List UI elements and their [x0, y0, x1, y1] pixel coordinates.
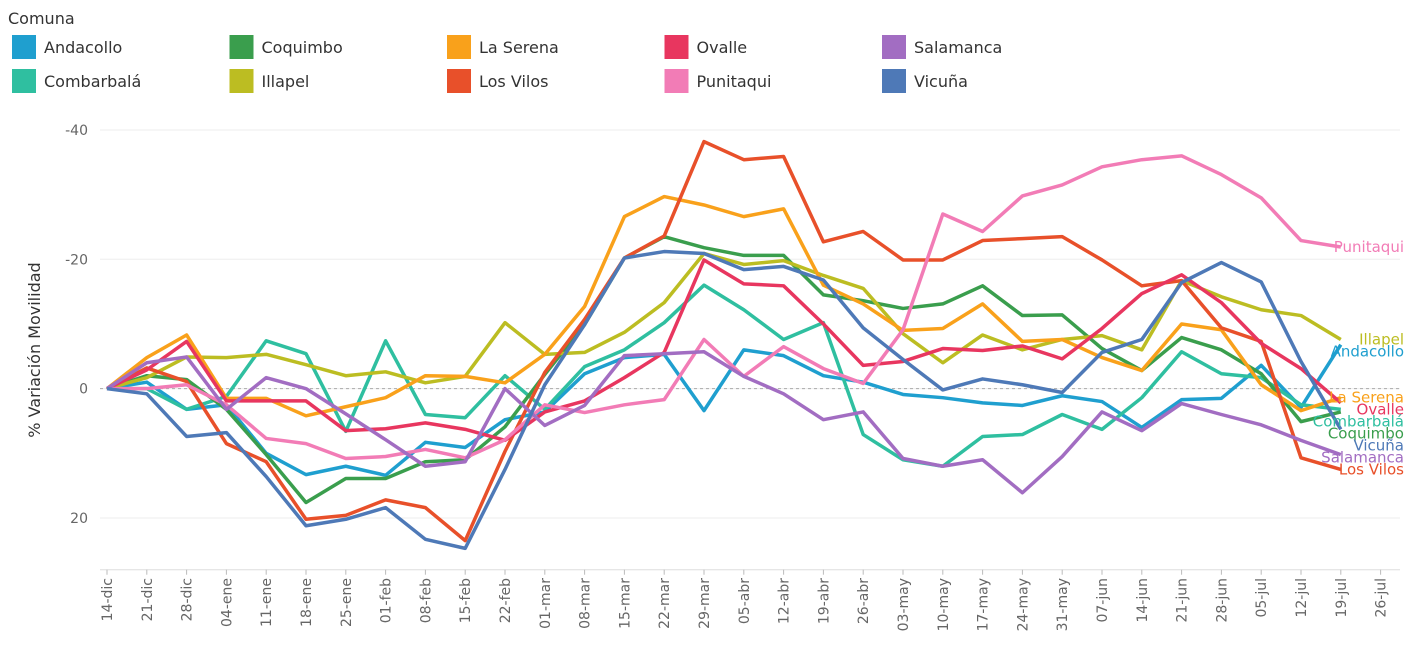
series-line [106, 139, 1342, 543]
x-tick-label: 26-abr [856, 578, 872, 624]
x-tick-label: 24-may [1015, 578, 1031, 631]
x-tick-label: 12-abr [777, 578, 793, 624]
x-tick-label: 07-jun [1095, 578, 1111, 623]
x-tick-label: 21-jun [1175, 578, 1191, 623]
x-tick-label: 15-feb [458, 578, 474, 623]
x-tick-label: 04-ene [219, 578, 235, 627]
legend-label: Combarbalá [44, 72, 141, 91]
y-tick-label: -40 [65, 123, 88, 139]
legend-swatch [12, 69, 36, 93]
series-line [106, 234, 1342, 505]
x-tick-label: 01-mar [538, 578, 554, 629]
x-tick-label: 17-may [976, 578, 992, 631]
x-tick-label: 28-jun [1214, 578, 1230, 623]
x-tick-label: 21-dic [140, 578, 156, 621]
legend-label: Illapel [262, 72, 310, 91]
x-tick-label: 12-jul [1294, 578, 1310, 618]
x-tick-label: 22-feb [498, 578, 514, 623]
x-tick-label: 19-jul [1334, 578, 1350, 618]
legend-swatch [882, 35, 906, 59]
legend-label: La Serena [479, 38, 559, 57]
series-line [106, 343, 1343, 478]
x-tick-label: 08-feb [418, 578, 434, 623]
legend-label: Salamanca [914, 38, 1002, 57]
x-tick-label: 26-jul [1374, 578, 1390, 618]
x-tick-label: 31-may [1055, 578, 1071, 631]
series-line [106, 251, 1342, 391]
y-tick-label: -20 [65, 252, 88, 268]
legend-swatch [664, 69, 689, 93]
x-tick-label: 28-dic [180, 578, 196, 621]
legend-swatch [229, 69, 254, 93]
x-tick-label: 25-ene [339, 578, 355, 627]
series-line [106, 258, 1342, 443]
x-tick-label: 29-mar [697, 578, 713, 629]
x-tick-label: 14-dic [100, 578, 116, 621]
legend-swatch [447, 35, 471, 59]
end-label: La Serena [1329, 389, 1404, 407]
x-tick-label: 03-may [896, 578, 912, 631]
legend-label: Ovalle [697, 38, 748, 57]
x-tick-label: 22-mar [657, 578, 673, 629]
x-tick-label: 19-abr [816, 578, 832, 624]
end-label: Combarbalá [1313, 413, 1404, 431]
end-label: Andacollo [1331, 342, 1404, 360]
legend-label: Punitaqui [697, 72, 772, 91]
legend-swatch [664, 35, 689, 59]
y-tick-label: 20 [70, 511, 88, 527]
end-label: Ovalle [1357, 401, 1404, 419]
x-tick-label: 01-feb [379, 578, 395, 623]
series-line [105, 194, 1342, 418]
legend-label: Vicuña [914, 72, 968, 91]
x-tick-label: 11-ene [259, 578, 275, 627]
x-tick-label: 05-jul [1254, 578, 1270, 618]
end-label: Punitaqui [1334, 238, 1404, 256]
x-tick-label: 18-ene [299, 578, 315, 627]
x-tick-label: 08-mar [578, 578, 594, 629]
end-label: Coquimbo [1328, 425, 1404, 443]
legend-title: Comuna [8, 9, 75, 28]
legend-label: Andacollo [44, 38, 122, 57]
end-label: Salamanca [1321, 449, 1404, 467]
series-line [107, 283, 1341, 468]
legend-swatch [229, 35, 254, 59]
legend-swatch [447, 69, 471, 93]
x-tick-label: 10-may [936, 578, 952, 631]
end-label: Illapel [1359, 330, 1404, 348]
x-tick-label: 15-mar [617, 578, 633, 629]
y-tick-label: 0 [79, 382, 88, 398]
x-tick-label: 05-abr [737, 578, 753, 624]
legend-swatch [882, 69, 906, 93]
series-line [106, 249, 1343, 551]
y-axis-title: % Variación Movilidad [25, 262, 44, 437]
legend-label: Los Vilos [479, 72, 548, 91]
series-line [107, 154, 1342, 461]
end-label: Vicuña [1353, 437, 1404, 455]
x-tick-label: 14-jun [1135, 578, 1151, 623]
legend-label: Coquimbo [262, 38, 343, 57]
series-line [106, 350, 1342, 495]
end-label: Los Vilos [1339, 461, 1404, 479]
legend-swatch [12, 35, 36, 59]
